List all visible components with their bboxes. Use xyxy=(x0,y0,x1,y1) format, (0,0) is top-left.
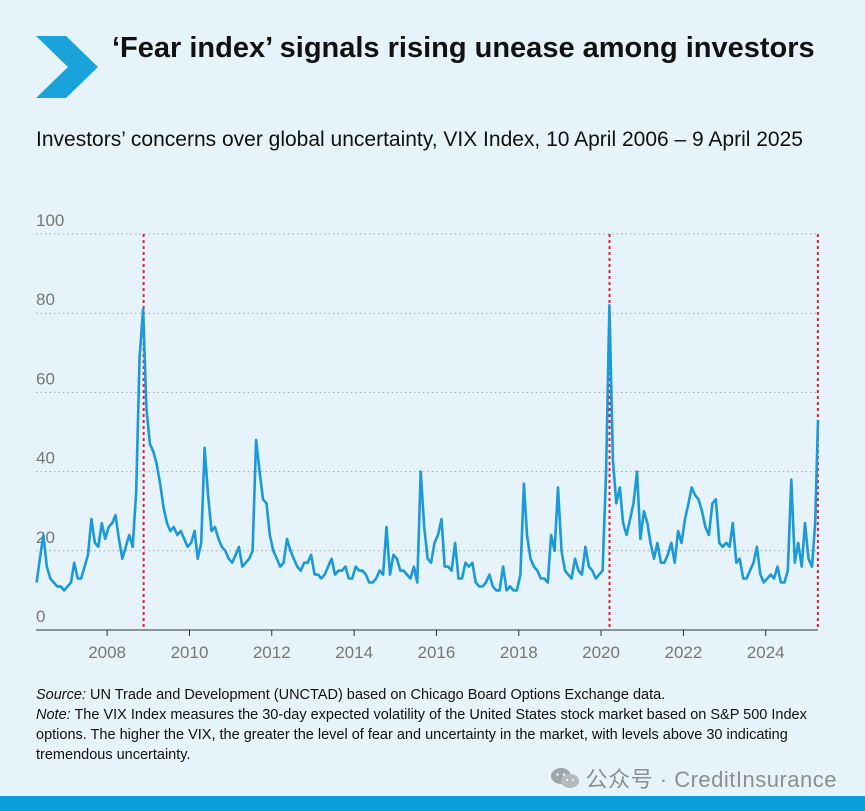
x-axis: 2008 2010 2012 2014 2016 2018 2020 2022 2024 xyxy=(88,630,785,662)
explanatory-note: Note: The VIX Index measures the 30-day … xyxy=(36,707,807,763)
chart-title: ‘Fear index’ signals rising unease among… xyxy=(112,32,815,64)
watermark-text: 公众号 · CreditInsurance xyxy=(585,767,837,792)
x-tick-label: 2016 xyxy=(417,643,455,662)
bottom-accent-bar xyxy=(0,796,865,811)
y-tick-label: 60 xyxy=(36,369,55,388)
y-tick-label: 40 xyxy=(36,449,55,468)
chevron-right-icon xyxy=(36,36,98,98)
source-note: Source: UN Trade and Development (UNCTAD… xyxy=(36,687,666,703)
watermark: 公众号 · CreditInsurance xyxy=(550,762,837,794)
x-tick-label: 2020 xyxy=(582,643,620,662)
y-tick-label: 20 xyxy=(36,528,55,547)
x-tick-label: 2014 xyxy=(335,643,373,662)
vix-line-chart: 0 20 40 60 80 100 2008 2010 2012 2014 2016 2018 202… xyxy=(35,211,820,662)
header: ‘Fear index’ signals rising unease among… xyxy=(0,0,865,110)
x-tick-label: 2018 xyxy=(500,643,538,662)
wechat-icon xyxy=(550,768,579,788)
vix-series-line xyxy=(35,304,820,592)
y-tick-label: 0 xyxy=(36,607,45,626)
x-tick-label: 2024 xyxy=(747,643,785,662)
chart-subtitle: Investors’ concerns over global uncertai… xyxy=(36,128,803,151)
x-tick-label: 2022 xyxy=(665,643,703,662)
series-group xyxy=(35,304,820,592)
y-tick-label: 100 xyxy=(36,211,64,230)
y-tick-label: 80 xyxy=(36,290,55,309)
x-tick-label: 2008 xyxy=(88,643,126,662)
y-axis: 0 20 40 60 80 100 xyxy=(36,211,64,626)
x-tick-label: 2012 xyxy=(253,643,291,662)
event-markers xyxy=(142,234,819,630)
x-tick-label: 2010 xyxy=(171,643,209,662)
footnotes: Source: UN Trade and Development (UNCTAD… xyxy=(36,685,836,765)
grid-lines xyxy=(36,233,818,631)
